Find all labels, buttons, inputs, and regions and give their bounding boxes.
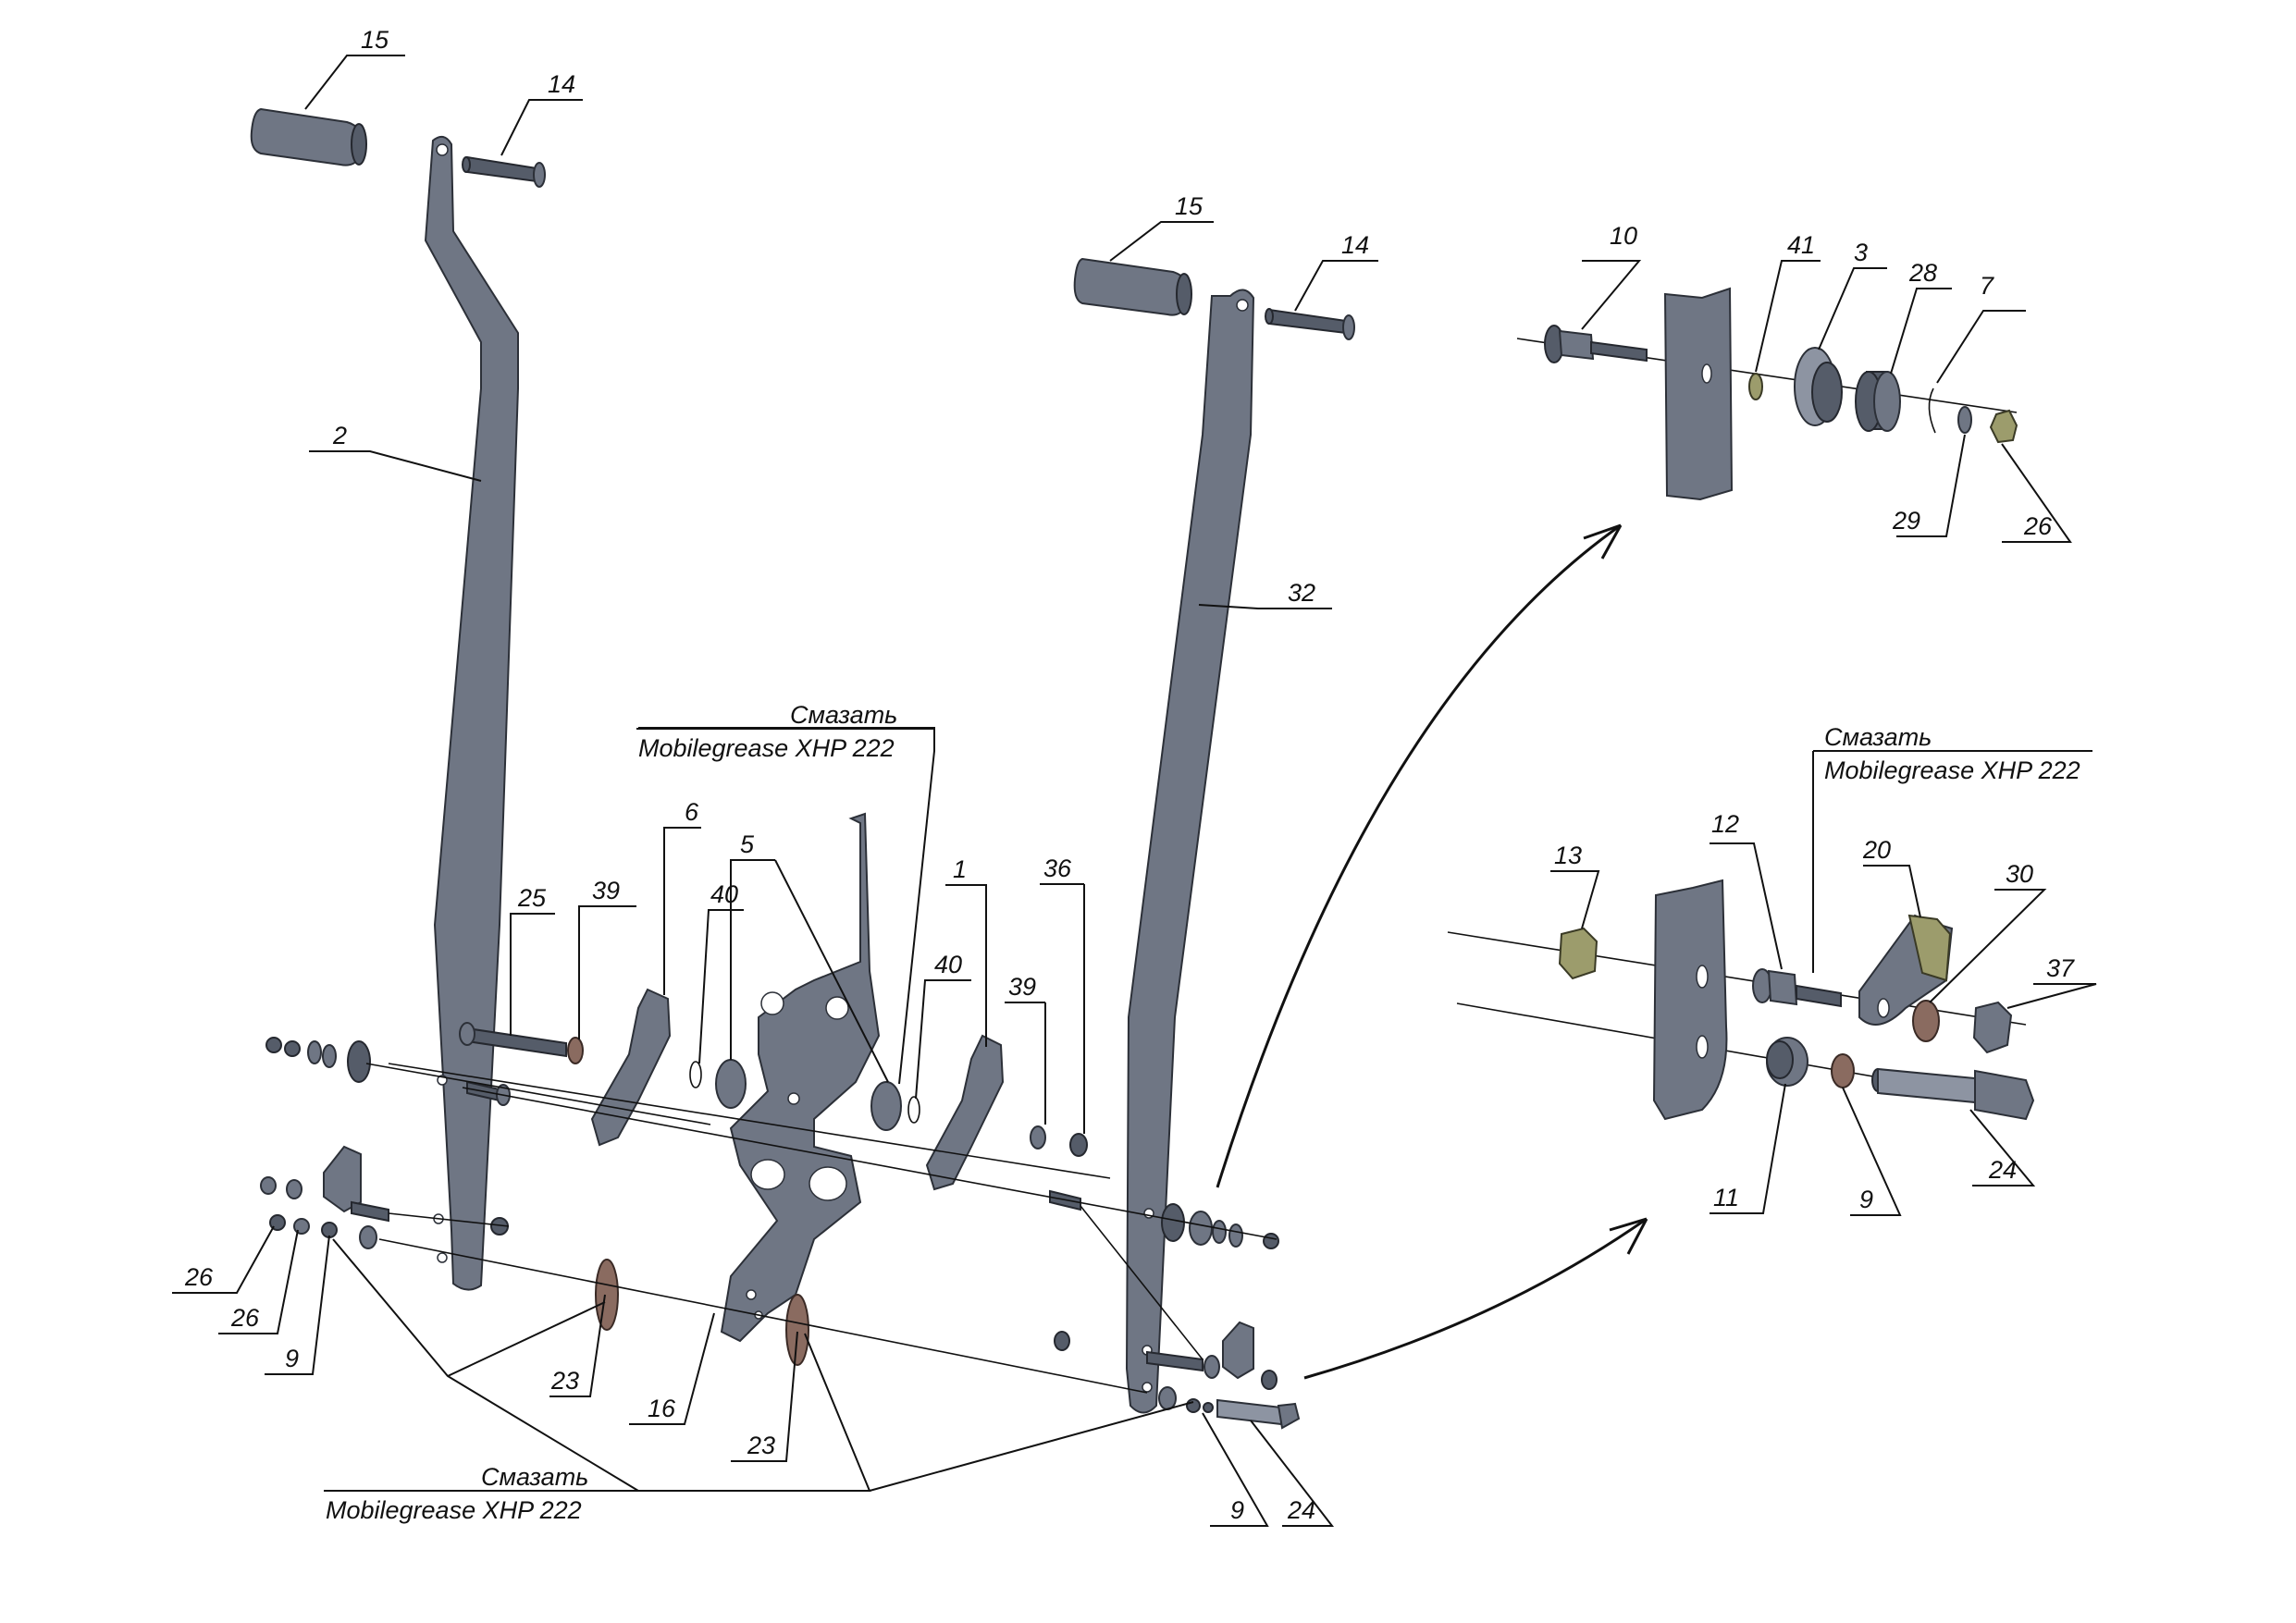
assembly-axes	[365, 338, 2027, 1394]
handle-grip-left	[250, 107, 367, 166]
callout-23b: 23	[747, 1432, 775, 1459]
grease-note-top-line1: Смазать	[790, 701, 897, 729]
callout-15a: 15	[361, 26, 389, 54]
callout-1: 1	[953, 855, 967, 883]
inset-roller-assembly	[1544, 287, 2018, 501]
grease-note-bottom-line2: Mobilegrease XHP 222	[326, 1496, 582, 1524]
callout-28: 28	[1908, 259, 1937, 287]
callout-41: 41	[1787, 231, 1815, 259]
callout-7: 7	[1980, 272, 1994, 300]
callout-13: 13	[1554, 842, 1582, 869]
callout-16: 16	[648, 1395, 676, 1422]
callout-26c: 26	[2023, 512, 2053, 540]
callout-14a: 14	[548, 70, 575, 98]
handle-grip-right	[1073, 257, 1192, 316]
callout-9a: 9	[285, 1345, 299, 1372]
callout-14b: 14	[1341, 231, 1369, 259]
right-lever-group	[1049, 257, 1355, 1430]
grease-notes: Смазать Mobilegrease XHP 222 Смазать Mob…	[326, 701, 2080, 1524]
pin-right	[1265, 308, 1355, 340]
callout-37: 37	[2046, 954, 2075, 982]
grease-note-right-line1: Смазать	[1824, 723, 1932, 751]
callout-36: 36	[1043, 855, 1072, 882]
callout-26a: 26	[184, 1263, 214, 1291]
callout-32: 32	[1288, 579, 1315, 607]
callout-9b: 9	[1230, 1496, 1244, 1524]
central-bracket-group	[459, 812, 1088, 1366]
callout-39a: 39	[592, 877, 620, 904]
callout-24a: 24	[1287, 1496, 1315, 1524]
grease-note-bottom-line1: Смазать	[481, 1463, 588, 1491]
callout-23a: 23	[550, 1367, 579, 1395]
callout-40b: 40	[934, 951, 962, 978]
callout-5: 5	[740, 830, 755, 858]
lever-arm-right	[1125, 289, 1255, 1414]
callout-15b: 15	[1175, 192, 1204, 220]
callout-12: 12	[1711, 810, 1739, 838]
left-lever-group	[250, 107, 546, 1291]
callout-3: 3	[1854, 239, 1868, 266]
callout-11: 11	[1713, 1184, 1739, 1211]
callout-29: 29	[1892, 507, 1920, 535]
callout-24b: 24	[1988, 1156, 2017, 1184]
callout-20: 20	[1862, 836, 1891, 864]
callout-30: 30	[2006, 860, 2033, 888]
lever-arm-left	[424, 135, 519, 1291]
callout-26b: 26	[230, 1304, 260, 1332]
pin-left	[462, 155, 546, 188]
inset-cam-assembly	[1558, 879, 2035, 1121]
detail-arrows	[1216, 523, 1648, 1380]
callout-9c: 9	[1859, 1186, 1873, 1213]
callout-labels: 15 14 2 15 14 32 25 39 6 40 5 1 40 39 36…	[184, 26, 2075, 1524]
callout-39b: 39	[1008, 973, 1036, 1001]
callout-25: 25	[517, 884, 547, 912]
callout-10: 10	[1610, 222, 1637, 250]
grease-note-top-line2: Mobilegrease XHP 222	[638, 734, 895, 762]
grease-note-right-line2: Mobilegrease XHP 222	[1824, 756, 2080, 784]
callout-2: 2	[332, 422, 347, 449]
callout-6: 6	[685, 798, 699, 826]
callout-40a: 40	[710, 880, 738, 908]
